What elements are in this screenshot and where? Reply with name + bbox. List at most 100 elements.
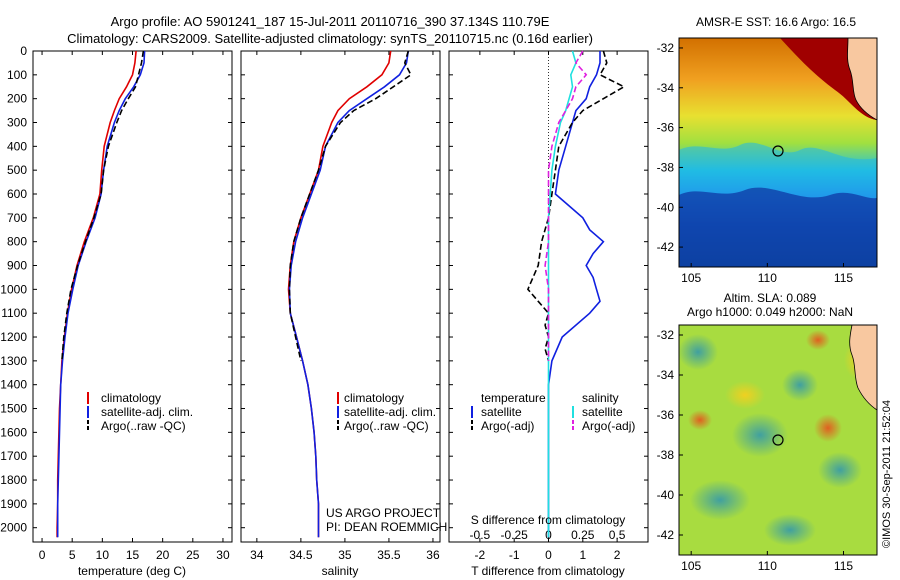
figure-title-line2: Climatology: CARS2009. Satellite-adjuste…	[67, 31, 593, 46]
x-tick-label: 2	[614, 548, 621, 562]
map-x-tick-label: 115	[834, 559, 853, 573]
salinity-panel-frame	[240, 50, 441, 543]
x-tick-label: 5	[69, 548, 76, 562]
map-y-tick-label: -40	[657, 488, 675, 502]
argo-position-marker	[772, 145, 784, 157]
sla-blob	[818, 452, 862, 488]
map-y-tick-label: -40	[657, 200, 675, 214]
x-tick-label: 25	[186, 548, 200, 562]
sla-map-title-line1: Altim. SLA: 0.089	[724, 291, 817, 305]
sla-warm-spot	[688, 410, 712, 430]
depth-tick-label: 1700	[0, 449, 27, 463]
x-top-tick-label: -0.25	[501, 528, 529, 542]
sla-yellow-patch	[725, 381, 765, 409]
depth-tick-label: 800	[7, 235, 27, 249]
sla-blob	[764, 514, 816, 546]
depth-tick-label: 1400	[0, 378, 27, 392]
series-line-argo-adj	[526, 50, 626, 362]
map-y-tick-label: -32	[657, 41, 675, 55]
depth-tick-label: 1500	[0, 402, 27, 416]
depth-tick-label: 1000	[0, 282, 27, 296]
map-y-tick-label: -36	[657, 408, 675, 422]
map-x-tick-label: 110	[758, 559, 777, 573]
depth-tick-label: 1900	[0, 497, 27, 511]
depth-tick-label: 1100	[1, 306, 27, 320]
map-x-tick-label: 105	[681, 559, 701, 573]
legend-label-climatology: climatology	[344, 391, 404, 405]
x-top-tick-label: -0.5	[470, 528, 491, 542]
sla-map	[678, 324, 878, 556]
temperature-panel-frame	[32, 50, 233, 543]
map-y-tick-label: -36	[657, 121, 675, 135]
depth-tick-label: 0	[20, 44, 27, 58]
x-tick-label: 15	[126, 548, 140, 562]
depth-tick-label: 500	[7, 163, 27, 177]
legend-label-t-argo: Argo(-adj)	[481, 419, 534, 433]
depth-tick-label: 700	[7, 211, 27, 225]
series-line-argo-adj	[544, 50, 588, 361]
legend-title-temperature: temperature	[481, 391, 546, 405]
figure-title-line1: Argo profile: AO 5901241_187 15-Jul-2011…	[111, 14, 550, 29]
imos-stamp: ©IMOS 30-Sep-2011 21:52:04	[881, 400, 893, 548]
difference-xlabel: T difference from climatology	[471, 564, 625, 578]
legend-label-argo: Argo(..raw -QC)	[344, 419, 429, 433]
series-line-satellite-adj-clim	[288, 50, 410, 538]
sla-map-axes: 105 110 115 -32 -34 -36 -38 -40 -42	[657, 328, 854, 573]
sla-warm-spot	[806, 330, 830, 350]
x-tick-label: 35.5	[377, 548, 401, 562]
salinity-plot: 34 34.5 35 35.5 36	[250, 50, 440, 562]
temperature-legend: climatology satellite-adj. clim. Argo(..…	[87, 391, 193, 433]
map-x-tick-label: 115	[834, 271, 853, 285]
sla-map-frame	[678, 324, 878, 556]
sla-map-title-line2: Argo h1000: 0.049 h2000: NaN	[687, 305, 853, 319]
x-tick-label: -2	[475, 548, 486, 562]
depth-tick-label: 1600	[0, 425, 27, 439]
x-top-tick-label: 0.25	[571, 528, 595, 542]
depth-tick-label: 1300	[0, 354, 27, 368]
land-australia	[847, 37, 878, 121]
map-y-tick-label: -34	[657, 81, 675, 95]
x-tick-label: 34.5	[289, 548, 313, 562]
sla-blob	[690, 480, 750, 520]
depth-tick-label: 600	[7, 187, 27, 201]
legend-label-satellite: satellite-adj. clim.	[344, 405, 436, 419]
depth-tick-label: 900	[7, 259, 27, 273]
map-y-tick-label: -42	[657, 528, 675, 542]
depth-tick-label: 2000	[0, 521, 27, 535]
project-note-line2: PI: DEAN ROEMMICH	[326, 520, 447, 534]
x-tick-label: 35	[338, 548, 352, 562]
map-y-tick-label: -38	[657, 448, 675, 462]
argo-position-marker	[772, 434, 784, 446]
depth-tick-label: 300	[7, 116, 27, 130]
salinity-xlabel: salinity	[322, 564, 359, 578]
sla-blob	[732, 413, 788, 457]
salinity-legend: climatology satellite-adj. clim. Argo(..…	[337, 391, 436, 433]
sla-blob	[678, 334, 718, 370]
map-y-tick-label: -34	[657, 368, 675, 382]
x-tick-label: 34	[250, 548, 264, 562]
sst-map	[678, 37, 878, 268]
series-line-climatology	[56, 50, 137, 538]
difference-top-xlabel: S difference from climatology	[471, 513, 626, 527]
x-tick-label: -1	[509, 548, 520, 562]
sst-map-title: AMSR-E SST: 16.6 Argo: 16.5	[696, 15, 856, 29]
map-y-tick-label: -42	[657, 240, 675, 254]
x-top-tick-label: 0.5	[609, 528, 626, 542]
sst-map-frame	[678, 37, 878, 268]
temperature-plot: 0 5 10 15 20 25 30	[39, 50, 230, 562]
land-australia	[849, 324, 878, 411]
series-line-satellite	[547, 50, 577, 538]
map-y-tick-label: -32	[657, 328, 675, 342]
difference-legend: temperature satellite Argo(-adj) salinit…	[471, 391, 635, 433]
x-tick-label: 0	[39, 548, 46, 562]
legend-label-satellite: satellite-adj. clim.	[101, 405, 193, 419]
legend-title-salinity: salinity	[582, 391, 619, 405]
project-note-line1: US ARGO PROJECT	[326, 506, 441, 520]
legend-label-argo: Argo(..raw -QC)	[101, 419, 186, 433]
series-line-argo-raw-qc	[61, 50, 145, 361]
sla-warm-spot	[814, 414, 842, 442]
legend-label-s-argo: Argo(-adj)	[582, 419, 635, 433]
series-line-satellite	[547, 51, 605, 538]
sst-map-axes: 105 110 115 -32 -34 -36 -38 -40 -42	[657, 41, 854, 285]
